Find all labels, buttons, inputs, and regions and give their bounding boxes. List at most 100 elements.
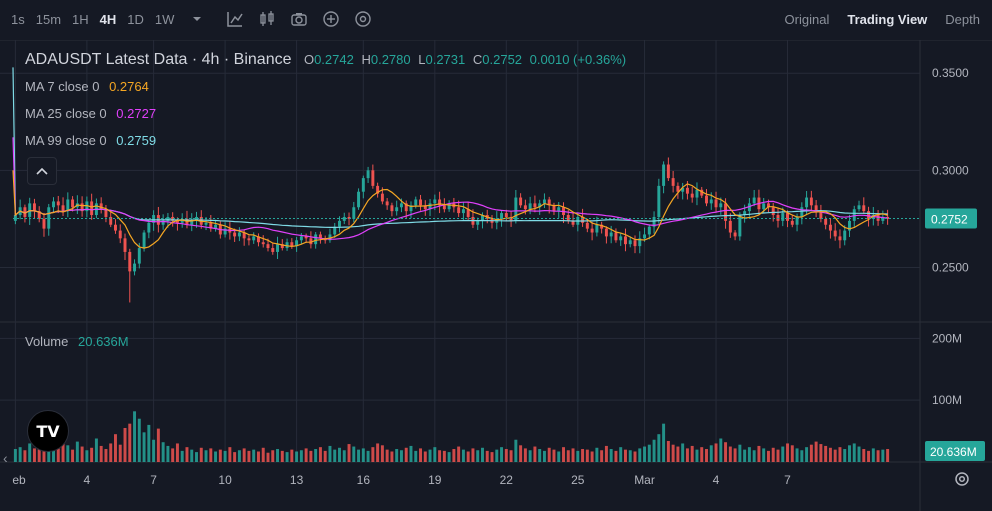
volume-bar <box>233 452 237 462</box>
volume-bar <box>414 450 418 462</box>
volume-bar <box>595 447 599 462</box>
volume-bar <box>528 450 532 462</box>
camera-icon[interactable] <box>290 10 308 28</box>
candle <box>762 203 766 210</box>
volume-bar <box>876 450 880 462</box>
candle <box>409 205 413 212</box>
view-trading-view[interactable]: Trading View <box>847 11 928 27</box>
timeframe-1h[interactable]: 1H <box>72 11 89 27</box>
candle <box>271 248 275 252</box>
candle <box>886 216 890 219</box>
candle <box>585 222 589 229</box>
toolbar: 1s 15m 1H 4H 1D 1W Original Trading View… <box>0 0 992 38</box>
volume-bar <box>795 448 799 462</box>
volume-bar <box>133 411 137 462</box>
candle <box>133 263 137 272</box>
add-icon[interactable] <box>322 10 340 28</box>
volume-bar <box>471 448 475 462</box>
volume-bar <box>709 445 713 462</box>
volume-bar <box>37 446 41 462</box>
candle <box>743 211 747 216</box>
volume-bar <box>318 447 322 462</box>
candle <box>419 199 422 206</box>
tradingview-logo[interactable]: TV <box>27 410 69 452</box>
volume-bar <box>71 449 75 462</box>
candle <box>261 242 265 245</box>
chevron-down-icon[interactable] <box>188 10 206 28</box>
volume-bar <box>576 450 580 462</box>
candle <box>304 236 308 239</box>
candle <box>819 211 823 219</box>
timeframe-1s[interactable]: 1s <box>11 11 25 27</box>
high-value: 0.2780 <box>370 52 411 67</box>
volume-bar <box>80 446 84 462</box>
ma99-line <box>12 67 888 228</box>
volume-label: Volume <box>25 334 69 349</box>
candle <box>209 222 213 229</box>
volume-bar <box>252 449 256 462</box>
candle <box>204 222 208 225</box>
volume-bar <box>109 443 113 462</box>
candle <box>113 224 117 231</box>
volume-bar <box>161 442 165 462</box>
settings-icon[interactable] <box>354 10 372 28</box>
volume-bar <box>848 445 851 462</box>
candle <box>657 185 661 217</box>
volume-bar <box>256 451 260 462</box>
view-depth[interactable]: Depth <box>945 11 980 27</box>
candle <box>852 209 856 221</box>
timeframe-4h[interactable]: 4H <box>99 11 117 27</box>
candle <box>581 216 585 223</box>
volume-bar <box>838 447 842 462</box>
volume-bar <box>562 447 565 462</box>
candle <box>662 164 666 186</box>
chevron-left-icon[interactable]: ‹ <box>3 450 8 466</box>
volume-bar <box>633 451 637 462</box>
candle <box>37 211 41 219</box>
candle <box>790 220 794 225</box>
volume-bar <box>585 449 589 462</box>
view-original[interactable]: Original <box>784 11 830 27</box>
volume-bar <box>433 447 437 462</box>
volume-bar <box>357 449 361 462</box>
candle <box>166 216 170 221</box>
volume-bar <box>271 450 275 462</box>
candle <box>676 185 680 192</box>
candle <box>685 187 689 194</box>
timeframe-1d[interactable]: 1D <box>127 11 144 27</box>
volume-bar <box>304 448 308 462</box>
candle <box>481 215 484 221</box>
volume-bar <box>242 448 246 462</box>
candle <box>590 228 594 233</box>
timeframe-15m[interactable]: 15m <box>35 11 62 27</box>
candle-type-icon[interactable] <box>258 10 276 28</box>
candle <box>428 203 432 210</box>
volume-bar <box>438 450 442 462</box>
volume-bar <box>56 448 60 462</box>
volume-bar <box>747 447 751 462</box>
volume-bar <box>113 434 117 462</box>
candle <box>414 199 418 206</box>
volume-bar <box>614 450 618 462</box>
candle <box>66 199 70 212</box>
candle <box>466 209 470 217</box>
timeframe-1w[interactable]: 1W <box>154 11 175 27</box>
gear-icon[interactable] <box>950 469 974 489</box>
indicators-icon[interactable] <box>226 10 244 28</box>
candle <box>290 242 294 247</box>
volume-bar <box>724 442 728 462</box>
candle <box>13 215 17 221</box>
volume-bar <box>276 449 280 462</box>
volume-bar <box>542 450 546 462</box>
volume-bar <box>338 447 341 462</box>
volume-bar <box>581 449 585 462</box>
volume-bar <box>23 450 27 462</box>
candle <box>32 203 36 212</box>
volume-bar <box>638 448 642 462</box>
open-value: 0.2742 <box>314 52 354 67</box>
candle <box>299 236 303 241</box>
candle <box>318 234 322 239</box>
collapse-legend-button[interactable] <box>27 157 57 185</box>
volume-bar <box>733 448 737 462</box>
volume-bar <box>18 447 22 462</box>
